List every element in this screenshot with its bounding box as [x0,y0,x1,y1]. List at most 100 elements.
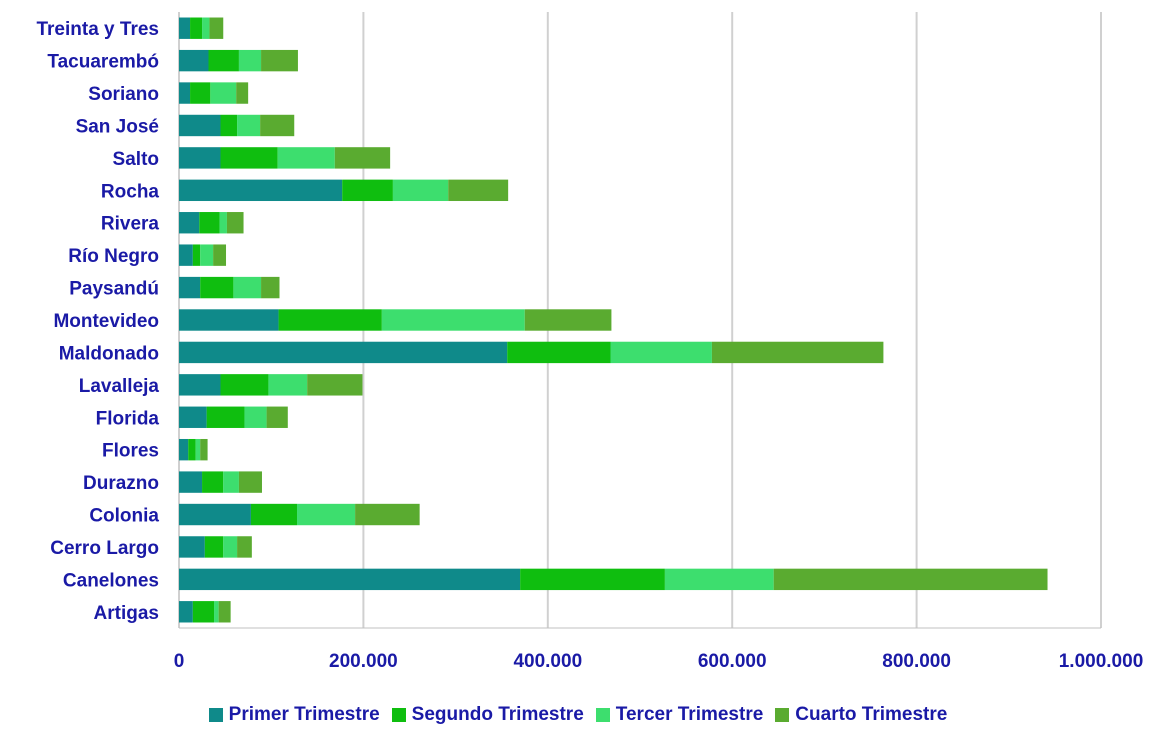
bar-segment [307,374,362,395]
category-label: San José [76,116,159,137]
category-label: Soriano [88,84,159,105]
bar-segment [179,601,193,622]
bar-segment [179,374,220,395]
bar-segment [193,601,214,622]
bar-segment [190,18,202,39]
category-label: Cerro Largo [50,538,159,559]
x-tick-label: 1.000.000 [1059,651,1144,672]
bar-segment [665,569,774,590]
bar-segment [220,147,277,168]
bar-segment [507,342,610,363]
bar-segment [239,471,262,492]
bar-segment [261,50,298,71]
x-tick-label: 400.000 [513,651,582,672]
bar-segment [251,504,297,525]
x-tick-label: 0 [174,651,185,672]
bar-segment [393,180,448,201]
legend-label: Segundo Trimestre [412,704,584,726]
category-label: Río Negro [68,246,159,267]
category-label: Rocha [101,181,160,202]
bar-segment [219,601,231,622]
bar-segment [200,277,233,298]
bar-segment [278,147,335,168]
bar-segment [196,439,201,460]
bar-segment [525,309,612,330]
bar-segment [210,82,236,103]
bar-segment [179,82,190,103]
bar-segment [179,244,193,265]
bar-segment [179,569,520,590]
category-label: Maldonado [59,343,159,364]
bar-segment [179,309,279,330]
bar-segment [239,50,261,71]
category-label: Flores [102,441,159,462]
bar-segment [448,180,508,201]
bar-segment [355,504,420,525]
bar-segment [279,309,382,330]
legend-swatch [596,708,610,722]
category-label: Canelones [63,570,159,591]
bar-segment [261,277,279,298]
bar-segment [202,18,209,39]
bar-segment [335,147,390,168]
bar-segment [179,536,205,557]
bar-segment [179,439,188,460]
legend-label: Cuarto Trimestre [795,704,947,726]
legend-item: Tercer Trimestre [596,704,764,726]
bar-segment [267,407,288,428]
bar-segment [179,50,209,71]
category-label: Durazno [83,473,159,494]
bar-segment [220,374,268,395]
bar-segment [200,439,207,460]
bar-segment [179,342,507,363]
bar-segment [227,212,244,233]
category-label: Florida [96,408,160,429]
legend-swatch [775,708,789,722]
category-label: Tacuarembó [47,52,159,73]
bar-segment [233,277,261,298]
bar-segment [236,82,248,103]
bar-segment [179,277,200,298]
bar-segment [214,601,219,622]
bar-segment [199,212,219,233]
category-label: Colonia [89,506,159,527]
bar-segment [237,536,252,557]
bar-segment [205,536,223,557]
bar-segment [213,244,226,265]
category-label: Treinta y Tres [36,19,159,40]
bar-segment [179,407,207,428]
bar-segment [244,407,266,428]
bar-segment [520,569,665,590]
bar-segment [209,18,223,39]
x-tick-label: 600.000 [698,651,767,672]
category-label: Montevideo [53,311,159,332]
bar-segment [207,407,245,428]
bar-segment [200,244,213,265]
bar-segment [268,374,307,395]
bar-segment [774,569,1048,590]
category-label: Salto [113,149,159,170]
bar-segment [220,115,237,136]
bar-segment [179,504,251,525]
bar-segment [342,180,393,201]
legend-swatch [209,708,223,722]
bar-segment [297,504,355,525]
legend-label: Primer Trimestre [229,704,380,726]
bar-segment [223,471,239,492]
legend-item: Segundo Trimestre [392,704,584,726]
bar-segment [712,342,883,363]
legend-item: Primer Trimestre [209,704,380,726]
bar-segment [179,18,190,39]
category-label: Rivera [101,214,160,235]
legend-item: Cuarto Trimestre [775,704,947,726]
x-tick-label: 800.000 [882,651,951,672]
bar-segment [193,244,200,265]
bar-segment [179,212,199,233]
bar-segment [610,342,711,363]
bar-segment [223,536,237,557]
bar-segment [220,212,227,233]
category-label: Lavalleja [79,376,160,397]
bar-segment [179,115,220,136]
legend-label: Tercer Trimestre [616,704,764,726]
